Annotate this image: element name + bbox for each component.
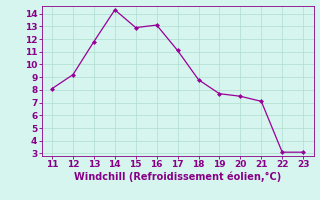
X-axis label: Windchill (Refroidissement éolien,°C): Windchill (Refroidissement éolien,°C) (74, 172, 281, 182)
